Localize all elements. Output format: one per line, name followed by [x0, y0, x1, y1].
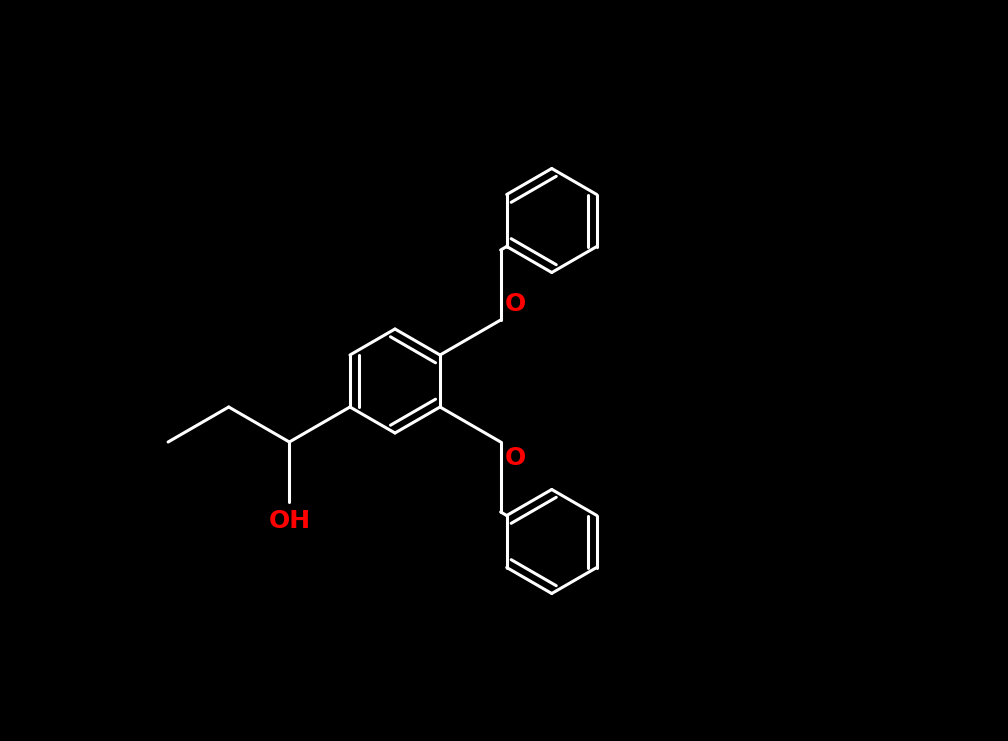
- Text: OH: OH: [268, 510, 310, 534]
- Text: O: O: [505, 292, 526, 316]
- Text: O: O: [505, 446, 526, 470]
